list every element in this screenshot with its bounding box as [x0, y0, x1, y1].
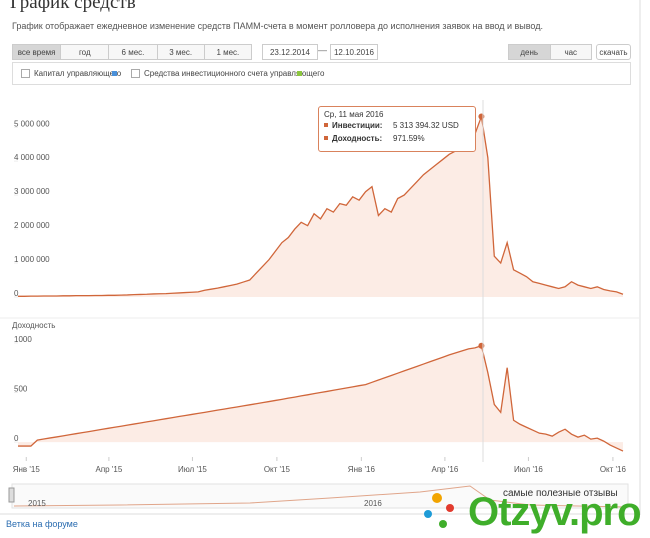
tooltip-value: 5 313 394.32 USD [393, 121, 459, 130]
date-to[interactable]: 12.10.2016 [330, 44, 378, 60]
forum-link[interactable]: Ветка на форуме [6, 519, 78, 529]
period-button[interactable]: все время [13, 45, 62, 59]
peak-marker [478, 342, 485, 349]
period-button[interactable]: 3 мес. [158, 45, 205, 59]
legend-label: Капитал управляющего [34, 69, 122, 78]
y-tick-label: 1 000 000 [14, 255, 50, 264]
line [18, 113, 624, 297]
tooltip: Ср, 11 мая 2016 Инвестиции: 5 313 394.32… [318, 106, 476, 152]
navigator-label: 2015 [28, 499, 46, 508]
legend-checkbox[interactable] [21, 69, 30, 78]
legend-label: Средства инвестиционного счета управляющ… [144, 69, 325, 78]
period-button[interactable]: 1 мес. [216, 47, 240, 57]
x-tick-label: Окт '16 [600, 465, 627, 474]
y-axis-label: Доходность [12, 321, 55, 330]
tooltip-date: Ср, 11 мая 2016 [324, 110, 384, 119]
y-tick-label: 0 [14, 434, 19, 443]
y-tick-label: 4 000 000 [14, 153, 50, 162]
legend-checkbox[interactable] [131, 69, 140, 78]
y-tick-label: 3 000 000 [14, 187, 50, 196]
watermark-icon [424, 493, 454, 528]
y-tick-label: 2 000 000 [14, 221, 50, 230]
legend-swatch [297, 71, 302, 76]
tooltip-label: Инвестиции: [332, 121, 383, 130]
watermark-brand: Otzyv.pro [468, 490, 642, 534]
area [18, 116, 623, 297]
granularity-selector: день час [508, 44, 592, 60]
watermark-tagline: самые полезные отзывы [503, 488, 618, 499]
page-title: График средств [10, 0, 136, 13]
x-tick-label: Окт '15 [264, 465, 291, 474]
tooltip-marker [324, 123, 328, 127]
x-tick-label: Апр '15 [96, 465, 123, 474]
x-tick-label: Июл '16 [514, 465, 543, 474]
navigator-handle[interactable] [8, 487, 15, 503]
granularity-button[interactable]: час [564, 47, 578, 57]
peak-marker [478, 113, 485, 120]
x-tick-label: Янв '16 [348, 465, 376, 474]
y-tick-label: 0 [14, 289, 19, 298]
area [18, 345, 623, 452]
legend-swatch [112, 71, 117, 76]
granularity-button[interactable]: день [509, 45, 551, 59]
description: График отображает ежедневное изменение с… [12, 21, 543, 31]
navigator-line [13, 485, 627, 508]
y-tick-label: 1000 [14, 335, 32, 344]
date-from[interactable]: 23.12.2014 [262, 44, 318, 60]
x-tick-label: Апр '16 [432, 465, 459, 474]
tooltip-value: 971.59% [393, 134, 425, 143]
download-button[interactable]: скачать [596, 44, 631, 60]
period-selector: все время год 6 мес. 3 мес. 1 мес. [12, 44, 252, 60]
date-separator: — [318, 45, 327, 55]
period-button[interactable]: год [61, 45, 110, 59]
x-tick-label: Июл '15 [178, 465, 207, 474]
legend: Капитал управляющего Средства инвестицио… [12, 62, 631, 85]
x-tick-label: Янв '15 [13, 465, 41, 474]
y-tick-label: 500 [14, 385, 28, 394]
navigator-label: 2016 [364, 499, 382, 508]
tooltip-label: Доходность: [332, 134, 383, 143]
period-button[interactable]: 6 мес. [109, 45, 158, 59]
line [18, 344, 624, 452]
tooltip-marker [324, 136, 328, 140]
y-tick-label: 5 000 000 [14, 119, 50, 128]
